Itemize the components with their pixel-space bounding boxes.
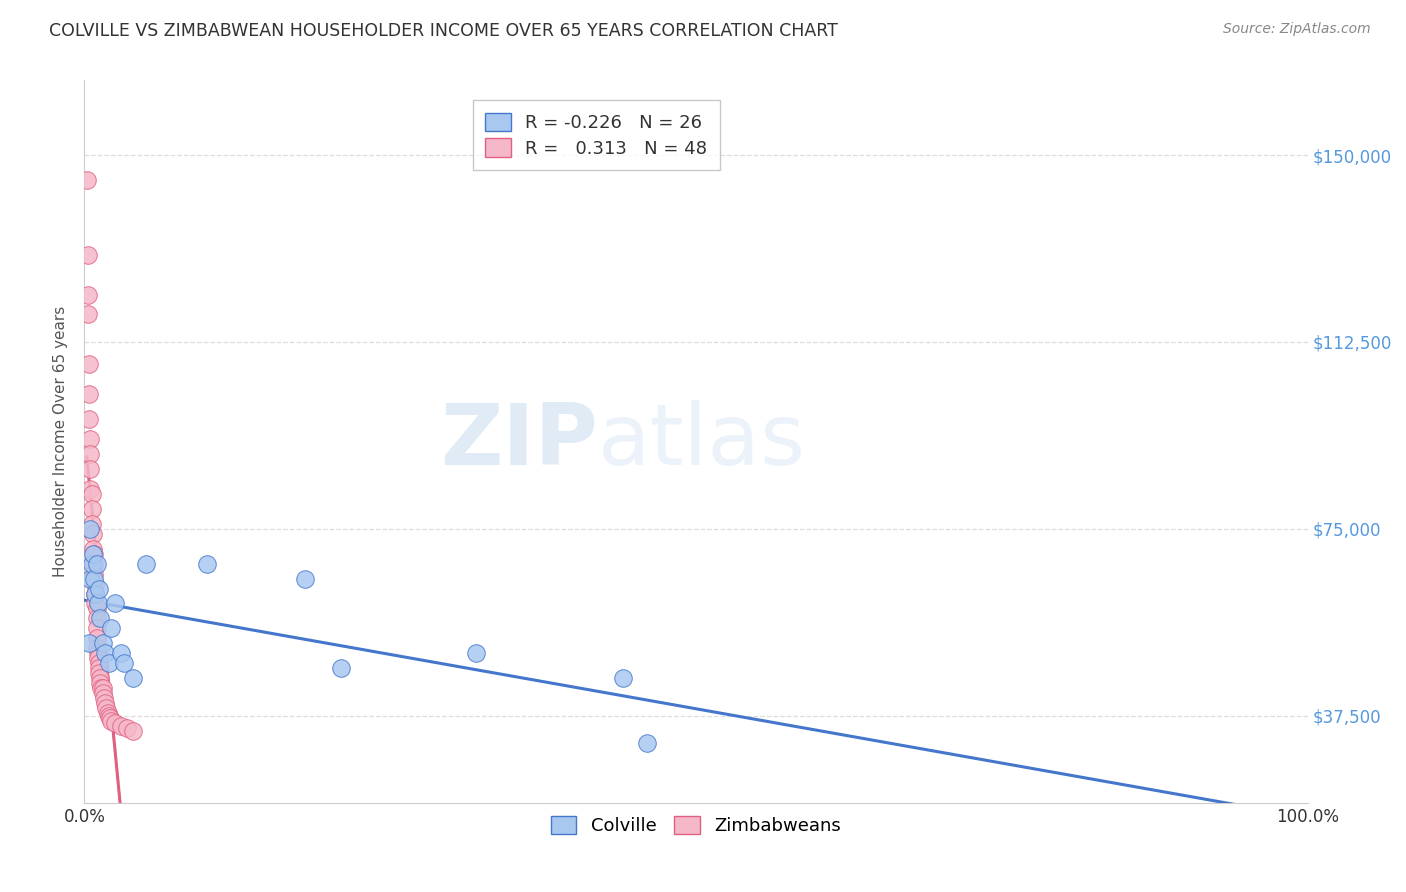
Zimbabweans: [87, 661, 110, 675]
Zimbabweans: [96, 701, 118, 715]
Zimbabweans: [86, 641, 108, 656]
Colville: [87, 597, 110, 611]
Text: ZIP: ZIP: [440, 400, 598, 483]
Colville: [330, 661, 353, 675]
Colville: [83, 572, 105, 586]
Zimbabweans: [80, 487, 103, 501]
Zimbabweans: [79, 462, 101, 476]
Zimbabweans: [104, 716, 127, 731]
Colville: [112, 657, 135, 671]
Zimbabweans: [77, 287, 100, 301]
Colville: [87, 582, 110, 596]
Text: Source: ZipAtlas.com: Source: ZipAtlas.com: [1223, 22, 1371, 37]
Zimbabweans: [84, 576, 107, 591]
Colville: [94, 646, 117, 660]
Zimbabweans: [89, 676, 111, 690]
Colville: [195, 557, 218, 571]
Zimbabweans: [83, 566, 105, 581]
Zimbabweans: [79, 432, 101, 446]
Zimbabweans: [82, 526, 104, 541]
Colville: [636, 736, 658, 750]
Text: COLVILLE VS ZIMBABWEAN HOUSEHOLDER INCOME OVER 65 YEARS CORRELATION CHART: COLVILLE VS ZIMBABWEAN HOUSEHOLDER INCOM…: [49, 22, 838, 40]
Zimbabweans: [83, 557, 105, 571]
Zimbabweans: [98, 711, 121, 725]
Colville: [89, 611, 111, 625]
Zimbabweans: [77, 357, 100, 371]
Zimbabweans: [87, 657, 110, 671]
Colville: [79, 572, 101, 586]
Zimbabweans: [90, 681, 112, 696]
Zimbabweans: [122, 723, 145, 738]
Zimbabweans: [91, 681, 114, 696]
Colville: [464, 646, 486, 660]
Colville: [294, 572, 316, 586]
Zimbabweans: [82, 541, 104, 556]
Zimbabweans: [87, 651, 110, 665]
Colville: [80, 557, 103, 571]
Zimbabweans: [80, 501, 103, 516]
Zimbabweans: [80, 516, 103, 531]
Zimbabweans: [86, 611, 108, 625]
Text: atlas: atlas: [598, 400, 806, 483]
Zimbabweans: [83, 547, 105, 561]
Zimbabweans: [87, 646, 110, 660]
Colville: [100, 621, 122, 635]
Colville: [97, 657, 120, 671]
Zimbabweans: [79, 447, 101, 461]
Zimbabweans: [100, 714, 122, 728]
Zimbabweans: [84, 597, 107, 611]
Colville: [79, 522, 101, 536]
Colville: [86, 557, 108, 571]
Zimbabweans: [93, 691, 115, 706]
Zimbabweans: [94, 696, 117, 710]
Colville: [135, 557, 157, 571]
Zimbabweans: [86, 621, 108, 635]
Zimbabweans: [110, 718, 132, 732]
Zimbabweans: [77, 248, 100, 262]
Zimbabweans: [97, 708, 120, 723]
Colville: [84, 586, 107, 600]
Zimbabweans: [77, 308, 100, 322]
Zimbabweans: [76, 173, 98, 187]
Zimbabweans: [115, 721, 138, 735]
Zimbabweans: [89, 671, 111, 685]
Zimbabweans: [97, 706, 120, 720]
Zimbabweans: [79, 482, 101, 496]
Y-axis label: Householder Income Over 65 years: Householder Income Over 65 years: [53, 306, 69, 577]
Colville: [82, 547, 104, 561]
Colville: [104, 597, 127, 611]
Colville: [77, 636, 100, 650]
Colville: [110, 646, 132, 660]
Zimbabweans: [84, 586, 107, 600]
Zimbabweans: [87, 666, 110, 681]
Zimbabweans: [91, 686, 114, 700]
Zimbabweans: [77, 412, 100, 426]
Colville: [122, 671, 145, 685]
Zimbabweans: [86, 632, 108, 646]
Colville: [612, 671, 634, 685]
Zimbabweans: [86, 601, 108, 615]
Zimbabweans: [77, 387, 100, 401]
Colville: [91, 636, 114, 650]
Legend: Colville, Zimbabweans: Colville, Zimbabweans: [541, 807, 851, 845]
